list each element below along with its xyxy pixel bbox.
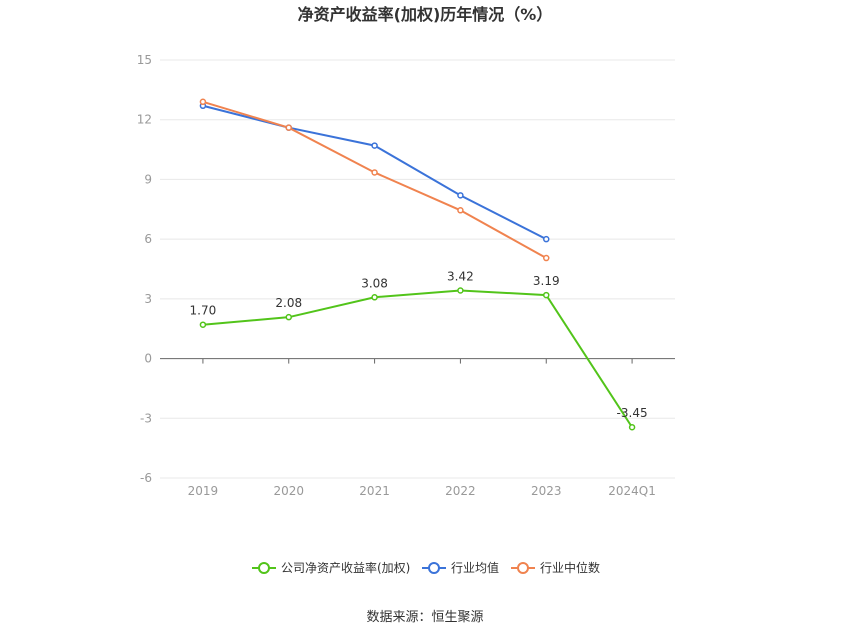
legend-item[interactable]: 公司净资产收益率(加权) [252,560,410,575]
legend-item[interactable]: 行业均值 [422,560,499,575]
y-tick-label: 6 [144,232,152,246]
y-tick-label: 0 [144,352,152,366]
legend-marker [258,562,270,574]
y-axis: 15 12 9 6 3 0 -3 -6 [137,53,152,485]
data-label: 3.19 [533,274,560,288]
data-point [457,287,464,294]
data-point [457,192,464,199]
series-line [202,289,633,428]
x-axis: 2019 2020 2021 2022 2023 2024Q1 [160,358,675,498]
data-point [543,254,550,262]
data-label: 1.70 [190,304,217,318]
data-point [285,124,292,131]
data-point [371,142,378,149]
y-tick-label: -6 [140,471,152,485]
y-tick-label: 9 [144,172,152,186]
data-point [543,235,550,243]
legend-marker [428,562,440,574]
legend-label: 行业中位数 [540,560,600,575]
series-group: 1.70 2.08 3.08 3.42 3.19 -3.45 [190,98,648,431]
grid-lines [160,59,675,479]
y-tick-label: 12 [137,113,152,127]
legend-item[interactable]: 行业中位数 [511,560,600,575]
chart-title: 净资产收益率(加权)历年情况（%） [298,5,553,24]
data-point [543,291,550,299]
data-label: 3.08 [361,276,388,290]
x-tick-label: 2022 [445,484,476,498]
data-point [628,423,636,431]
data-point [371,169,378,176]
y-tick-label: 15 [137,53,152,67]
series-2 [199,98,550,262]
data-label: 2.08 [275,296,302,310]
data-point [371,294,378,301]
data-point [199,321,207,328]
y-tick-label: 3 [144,292,152,306]
x-tick-label: 2024Q1 [608,484,656,498]
data-point [285,313,292,321]
legend-marker [517,562,529,574]
legend: 公司净资产收益率(加权) 行业均值 行业中位数 [252,560,600,575]
x-tick-label: 2019 [188,484,219,498]
data-point [457,207,464,214]
data-source: 数据来源：恒生聚源 [366,610,483,625]
data-label: -3.45 [617,406,648,420]
legend-label: 行业均值 [451,560,499,575]
legend-label: 公司净资产收益率(加权) [281,560,410,575]
x-tick-label: 2021 [359,484,390,498]
data-label: 3.42 [447,269,474,283]
y-tick-label: -3 [140,411,152,425]
x-tick-label: 2023 [531,484,562,498]
data-point [199,98,207,106]
x-tick-label: 2020 [273,484,304,498]
series-0: 1.70 2.08 3.08 3.42 3.19 -3.45 [190,269,648,431]
